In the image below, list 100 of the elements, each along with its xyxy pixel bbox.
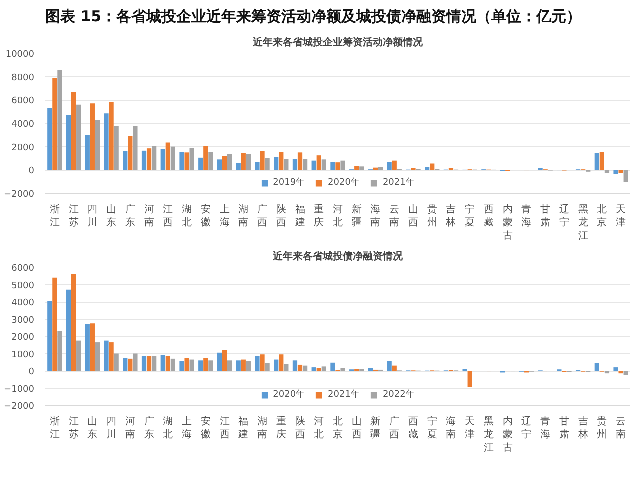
bar: [292, 360, 298, 371]
y-tick-label: 3000: [12, 316, 35, 326]
x-tick-label: 贵州: [427, 204, 438, 229]
bar: [387, 362, 392, 371]
x-tick-label: 福建: [238, 416, 249, 441]
y-tick-label: 4000: [12, 298, 35, 308]
bar: [85, 135, 90, 170]
bar: [208, 360, 214, 371]
x-tick-label: 吉林: [577, 416, 588, 441]
y-tick-label: 2000: [12, 143, 35, 154]
bar: [114, 354, 119, 371]
bar: [146, 148, 152, 170]
x-tick-label: 河南: [144, 204, 154, 229]
bar: [166, 356, 170, 371]
bar: [594, 153, 600, 170]
y-tick-label: −1000: [4, 384, 35, 395]
bar: [298, 364, 303, 371]
bar: [180, 152, 184, 170]
bar: [222, 350, 228, 371]
bar: [260, 152, 265, 170]
bar: [95, 342, 100, 371]
bar: [146, 356, 152, 371]
bar: [255, 162, 260, 170]
bar: [85, 324, 90, 371]
x-tick-label: 青海: [540, 416, 551, 441]
x-tick-label: 河北: [333, 204, 343, 229]
bar: [302, 159, 308, 170]
bar: [255, 356, 260, 371]
bar: [265, 363, 270, 371]
x-tick-label: 江西: [163, 204, 174, 229]
bar: [260, 354, 265, 371]
bar: [368, 368, 374, 371]
legend-label: 2021年: [328, 388, 360, 401]
bar: [48, 301, 52, 371]
y-tick-label: 1000: [12, 350, 35, 360]
x-tick-label: 黑龙江: [578, 204, 588, 242]
x-tick-label: 浙江: [50, 204, 60, 229]
x-tick-label: 甘肃: [540, 204, 551, 229]
bar: [298, 152, 303, 170]
x-tick-label: 江西: [220, 416, 230, 441]
chart-title: 图表 15：各省城投企业近年来筹资活动净额及城投债净融资情况（单位：亿元）: [46, 8, 582, 26]
bar: [279, 354, 284, 371]
bar: [604, 371, 610, 374]
x-tick-label: 山西: [352, 416, 362, 441]
bar: [322, 366, 326, 371]
bar: [468, 371, 472, 388]
bar: [316, 156, 322, 170]
bar: [128, 358, 133, 371]
x-tick-label: 吉林: [445, 204, 456, 229]
x-tick-label: 新疆: [370, 416, 381, 441]
bar: [330, 162, 336, 170]
x-tick-label: 广东: [125, 204, 136, 229]
bar: [208, 152, 214, 170]
x-tick-label: 内蒙古: [502, 204, 513, 242]
x-tick-label: 河南: [125, 416, 136, 441]
x-tick-label: 辽宁: [559, 204, 570, 229]
bar: [123, 152, 128, 170]
bar: [624, 170, 628, 182]
x-tick-label: 广西: [390, 416, 400, 441]
bar: [302, 366, 308, 371]
bar: [170, 358, 176, 371]
x-tick-label: 湖北: [163, 416, 174, 441]
x-tick-label: 新疆: [352, 204, 362, 229]
x-tick-label: 江苏: [68, 416, 79, 441]
x-tick-label: 上海: [182, 416, 192, 441]
bar: [618, 371, 624, 374]
bar: [190, 360, 194, 371]
bar: [227, 154, 232, 170]
bar: [624, 371, 628, 376]
bar: [160, 149, 166, 170]
bar: [387, 162, 392, 170]
bar: [594, 363, 600, 371]
bar: [284, 159, 289, 170]
bar: [279, 152, 284, 170]
x-tick-label: 湖南: [258, 416, 268, 441]
bar: [90, 104, 95, 170]
bar: [241, 153, 246, 170]
x-tick-label: 内蒙古: [502, 416, 513, 454]
bar: [58, 70, 62, 170]
bar: [340, 160, 346, 170]
y-tick-label: −2000: [4, 402, 35, 412]
bar: [340, 368, 346, 371]
bar: [354, 166, 360, 170]
bar: [52, 278, 58, 371]
x-tick-label: 重庆: [276, 416, 286, 441]
bar: [604, 170, 610, 174]
bar: [152, 146, 157, 170]
x-tick-label: 海南: [370, 204, 381, 229]
bar: [312, 368, 316, 371]
x-tick-label: 河北: [314, 416, 324, 441]
bar: [330, 362, 336, 371]
bar: [614, 368, 618, 371]
bar: [184, 358, 190, 371]
x-tick-label: 青海: [522, 204, 532, 229]
bar: [284, 364, 289, 371]
bar: [133, 354, 138, 371]
bar: [246, 362, 251, 371]
x-tick-label: 云南: [616, 416, 626, 441]
x-tick-label: 广西: [258, 204, 268, 229]
bar: [217, 160, 222, 170]
